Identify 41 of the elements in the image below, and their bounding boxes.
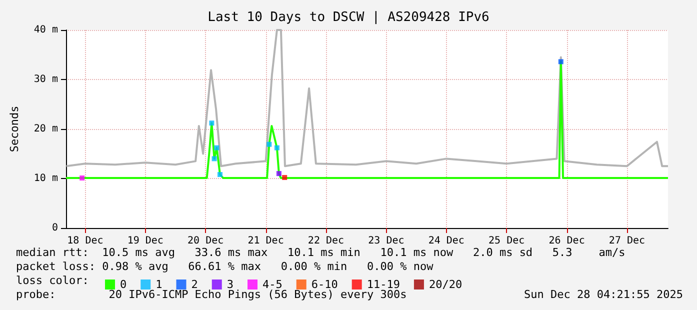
x-tick-label: 20 Dec: [188, 236, 224, 246]
point: [80, 176, 85, 181]
point: [266, 142, 272, 147]
line-series: [65, 29, 669, 168]
x-tick-label: 26 Dec: [548, 236, 585, 246]
point: [276, 171, 282, 176]
point: [274, 145, 280, 150]
text: probe: 20 IPv6-ICMP Echo Pings (56 Bytes) every 300s: [16, 288, 407, 301]
text: Sun Dec 28 04:21:55 2025: [524, 288, 684, 301]
legend-title: loss color:: [16, 274, 89, 287]
point: [212, 156, 217, 162]
y-tick-label: 30 m: [34, 74, 58, 85]
y-tick-label: 40 m: [34, 24, 58, 36]
y-axis-title: Seconds: [8, 106, 21, 152]
legend-label: 0: [120, 278, 127, 291]
x-tick-label: 23 Dec: [368, 236, 404, 246]
y-tick-label: 10 m: [34, 173, 58, 184]
point: [209, 120, 214, 126]
text: median rtt: 10.5 ms avg 33.6 ms max 10.1 ms min 10.1 ms now 2.0 ms sd 5.3 am/s: [16, 246, 626, 259]
chart-title: Last 10 Days to DSCW | AS209428 IPv6: [208, 10, 490, 25]
point: [214, 145, 220, 150]
text: packet loss: 0.98 % avg 66.61 % max 0.00 % min 0.00 % now: [16, 260, 434, 273]
legend-label: 20/20: [428, 278, 462, 291]
point: [218, 172, 223, 178]
x-tick-label: 24 Dec: [428, 236, 464, 246]
y-tick-label: 20 m: [34, 124, 58, 134]
x-tick-label: 25 Dec: [488, 236, 525, 246]
legend-label: 2: [191, 278, 198, 291]
legend-label: 1: [156, 278, 162, 291]
legend-label: 4-5: [262, 278, 282, 291]
y-tick-label: 0: [52, 222, 58, 234]
legend-label: 6-10: [311, 278, 338, 291]
legend-label: 3: [226, 278, 234, 291]
x-tick-label: 19 Dec: [127, 236, 164, 246]
legend-label: 11-19: [366, 278, 400, 291]
point: [282, 175, 288, 180]
x-tick-label: 21 Dec: [248, 236, 284, 246]
x-tick-label: 18 Dec: [67, 236, 104, 246]
x-tick-label: 22 Dec: [308, 236, 344, 246]
x-tick-label: 27 Dec: [608, 236, 646, 246]
point: [558, 59, 564, 64]
